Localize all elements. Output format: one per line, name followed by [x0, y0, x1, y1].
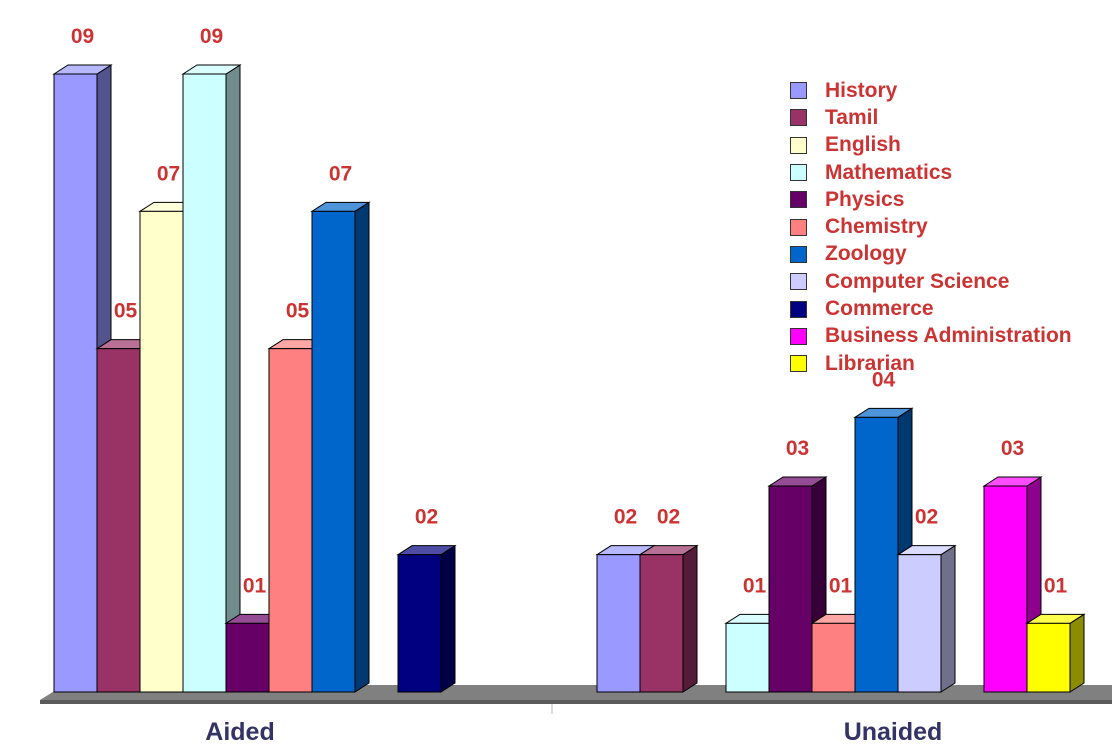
bar-side	[354, 201, 370, 693]
value-label-aided-mathematics: 09	[200, 25, 223, 48]
bar-aided-mathematics	[181, 64, 242, 693]
bar-front	[897, 554, 942, 693]
value-label-unaided-librarian: 01	[1044, 574, 1068, 597]
bar-side	[1069, 613, 1085, 693]
bar-front	[96, 348, 141, 693]
value-label-unaided-physics: 03	[786, 437, 809, 460]
bar-side	[940, 544, 956, 693]
bar-front	[983, 485, 1028, 693]
legend-swatch	[790, 273, 807, 291]
legend-label: History	[825, 78, 898, 102]
bar-unaided-computer-science	[896, 544, 957, 693]
legend-label: Commerce	[825, 297, 934, 321]
legend-label: Tamil	[825, 105, 879, 129]
legend-item-physics: Physics	[790, 186, 1072, 213]
legend-item-librarian: Librarian	[790, 350, 1072, 377]
legend-swatch	[790, 164, 807, 182]
bar-front	[768, 485, 813, 693]
bar-front	[639, 554, 684, 693]
bar-front	[854, 416, 899, 693]
legend-item-business-administration: Business Administration	[790, 323, 1072, 350]
category-label-aided: Aided	[205, 718, 274, 746]
bar-front	[397, 554, 442, 693]
bar-front	[225, 622, 270, 693]
value-label-aided-chemistry: 05	[286, 300, 310, 323]
legend: History Tamil English Mathematics Physics Che…	[790, 77, 1072, 377]
bar-front	[53, 73, 98, 693]
bar-side	[682, 544, 698, 693]
bar-front	[596, 554, 641, 693]
legend-item-tamil: Tamil	[790, 104, 1072, 131]
value-label-unaided-tamil: 02	[657, 506, 680, 529]
floor-front	[40, 700, 1112, 704]
bar-front	[311, 210, 356, 693]
legend-item-history: History	[790, 77, 1072, 104]
legend-item-chemistry: Chemistry	[790, 213, 1072, 240]
value-label-aided-zoology: 07	[329, 162, 352, 185]
legend-label: Computer Science	[825, 269, 1010, 293]
value-label-aided-history: 09	[71, 25, 94, 48]
legend-swatch	[790, 218, 807, 236]
bar-aided-commerce	[396, 544, 457, 693]
legend-swatch	[790, 136, 807, 154]
value-label-aided-physics: 01	[243, 574, 267, 597]
legend-label: Mathematics	[825, 160, 953, 184]
bar-unaided-librarian	[1025, 613, 1086, 693]
legend-label: Physics	[825, 187, 905, 211]
value-label-unaided-mathematics: 01	[743, 574, 767, 597]
bar-front	[182, 73, 227, 693]
legend-swatch	[790, 82, 807, 100]
legend-swatch	[790, 191, 807, 209]
bar-unaided-tamil	[638, 544, 699, 693]
legend-swatch	[790, 109, 807, 127]
bar-front	[268, 348, 313, 693]
legend-swatch	[790, 300, 807, 318]
legend-label: Business Administration	[825, 324, 1072, 348]
legend-swatch	[790, 245, 807, 263]
value-label-unaided-chemistry: 01	[829, 574, 853, 597]
bar-front	[139, 210, 184, 693]
category-label-unaided: Unaided	[844, 718, 943, 746]
bar-front	[811, 622, 856, 693]
value-label-unaided-computer-science: 02	[915, 506, 938, 529]
legend-item-english: English	[790, 132, 1072, 159]
legend-swatch	[790, 355, 807, 373]
legend-item-mathematics: Mathematics	[790, 159, 1072, 186]
category-labels-group: Aided Unaided	[205, 718, 942, 746]
legend-label: Chemistry	[825, 215, 928, 239]
bars-group	[52, 64, 1086, 693]
legend-item-computer-science: Computer Science	[790, 268, 1072, 295]
legend-label: Zoology	[825, 242, 907, 266]
bar-side	[225, 64, 241, 693]
bar-aided-zoology	[310, 201, 371, 693]
value-label-unaided-zoology: 04	[872, 368, 896, 391]
legend-label: English	[825, 133, 901, 157]
bar-side	[440, 544, 456, 693]
bar-front	[1026, 622, 1071, 693]
value-label-aided-english: 07	[157, 162, 180, 185]
value-label-unaided-history: 02	[614, 506, 637, 529]
legend-label: Librarian	[825, 351, 915, 375]
value-label-unaided-business-administration: 03	[1001, 437, 1024, 460]
bar-front	[725, 622, 770, 693]
value-labels-group: 09 05 07 09 01 05 07 02 02 02 01 03 01 04 02 03 01	[71, 25, 1068, 597]
legend-swatch	[790, 327, 807, 345]
value-label-aided-commerce: 02	[415, 506, 438, 529]
legend-item-zoology: Zoology	[790, 241, 1072, 268]
legend-item-commerce: Commerce	[790, 295, 1072, 322]
value-label-aided-tamil: 05	[114, 300, 138, 323]
